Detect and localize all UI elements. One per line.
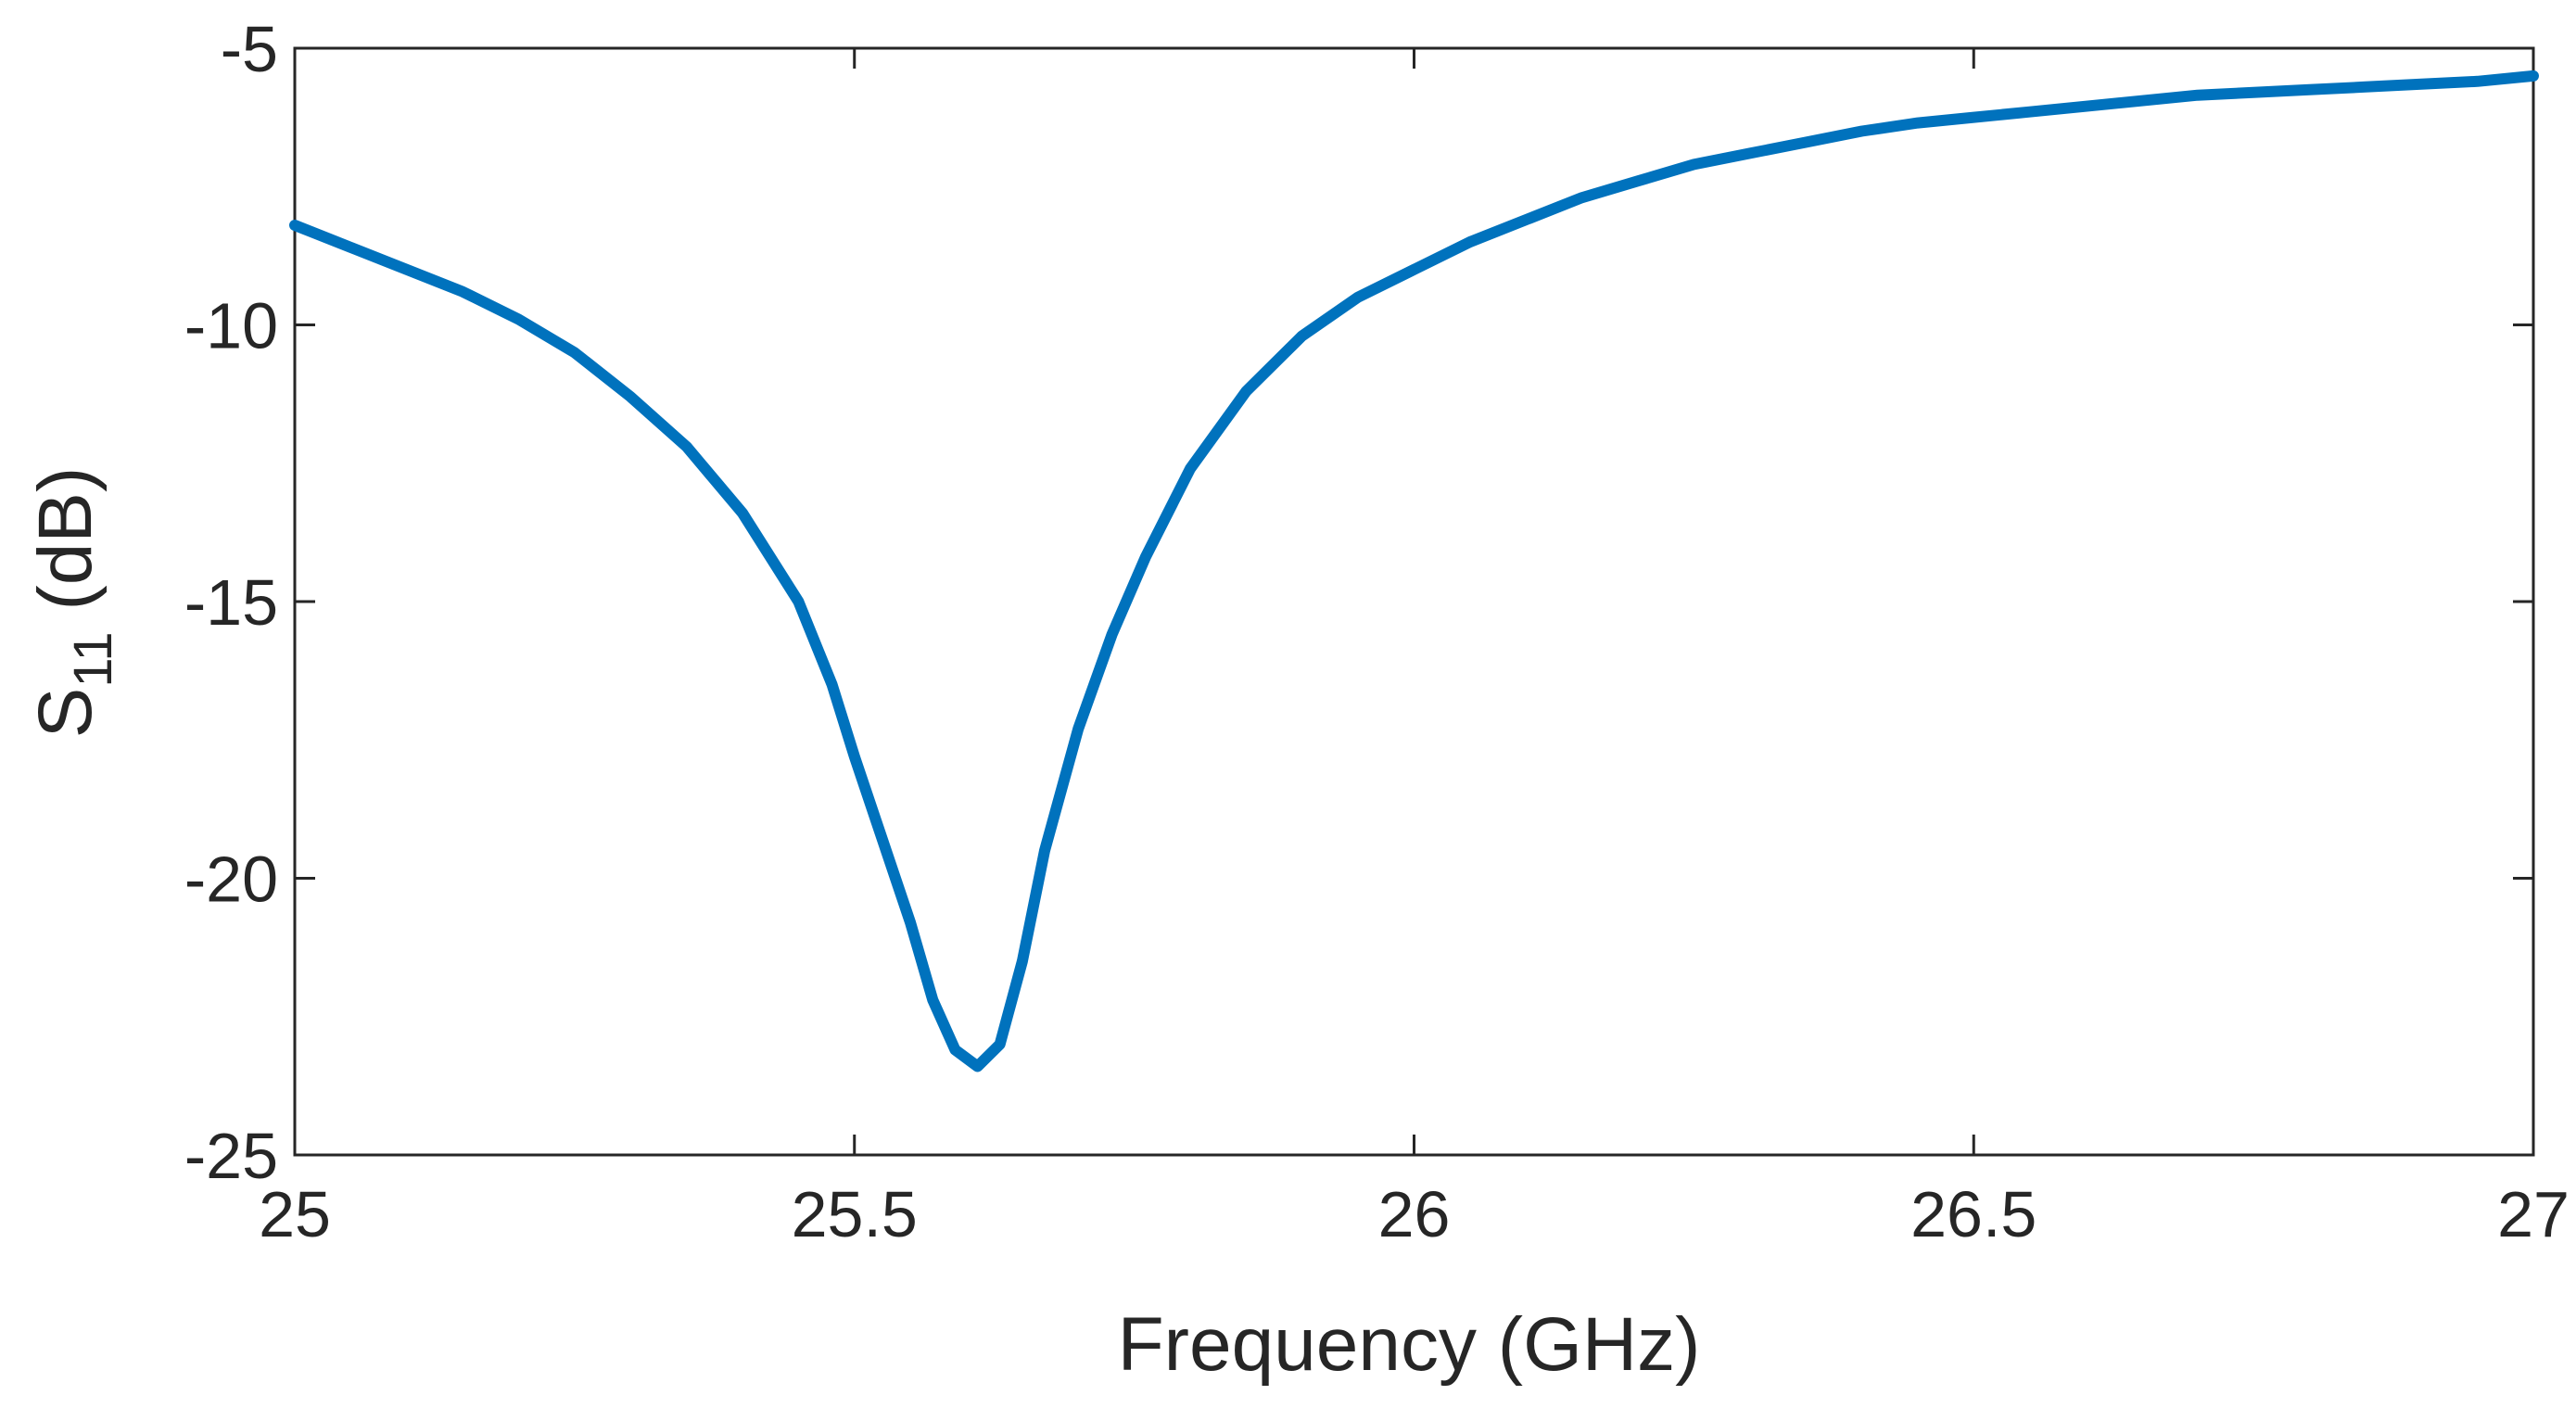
plot-frame [293,46,2535,1157]
y-tick-label: -25 [184,1120,278,1192]
series-layer [289,70,2539,1072]
x-axis-label: Frequency (GHz) [1118,1302,1701,1387]
y-tick-label: -5 [221,13,278,85]
s11-series-line [289,70,2539,1072]
y-tick-label: -15 [184,566,278,639]
y-tick-label: -20 [184,844,278,916]
x-tick-label: 27 [2497,1178,2570,1250]
y-axis-label-suffix: (dB) [23,467,108,632]
x-tick-label: 26.5 [1910,1178,2037,1250]
y-axis-label-subscript: 11 [63,631,123,687]
x-tick-label: 25 [259,1178,331,1250]
x-tick-label: 25.5 [792,1178,918,1250]
x-axis-ticks: 25 25.5 26 26.5 27 [259,48,2570,1250]
y-axis-label: S11 (dB) [23,467,123,739]
plot-area [293,46,2535,1157]
y-tick-label: -10 [184,290,278,362]
y-axis-ticks: -5 -10 -15 -20 -25 [184,13,2533,1192]
y-axis-label-main: S [23,688,108,739]
x-tick-label: 26 [1378,1178,1451,1250]
